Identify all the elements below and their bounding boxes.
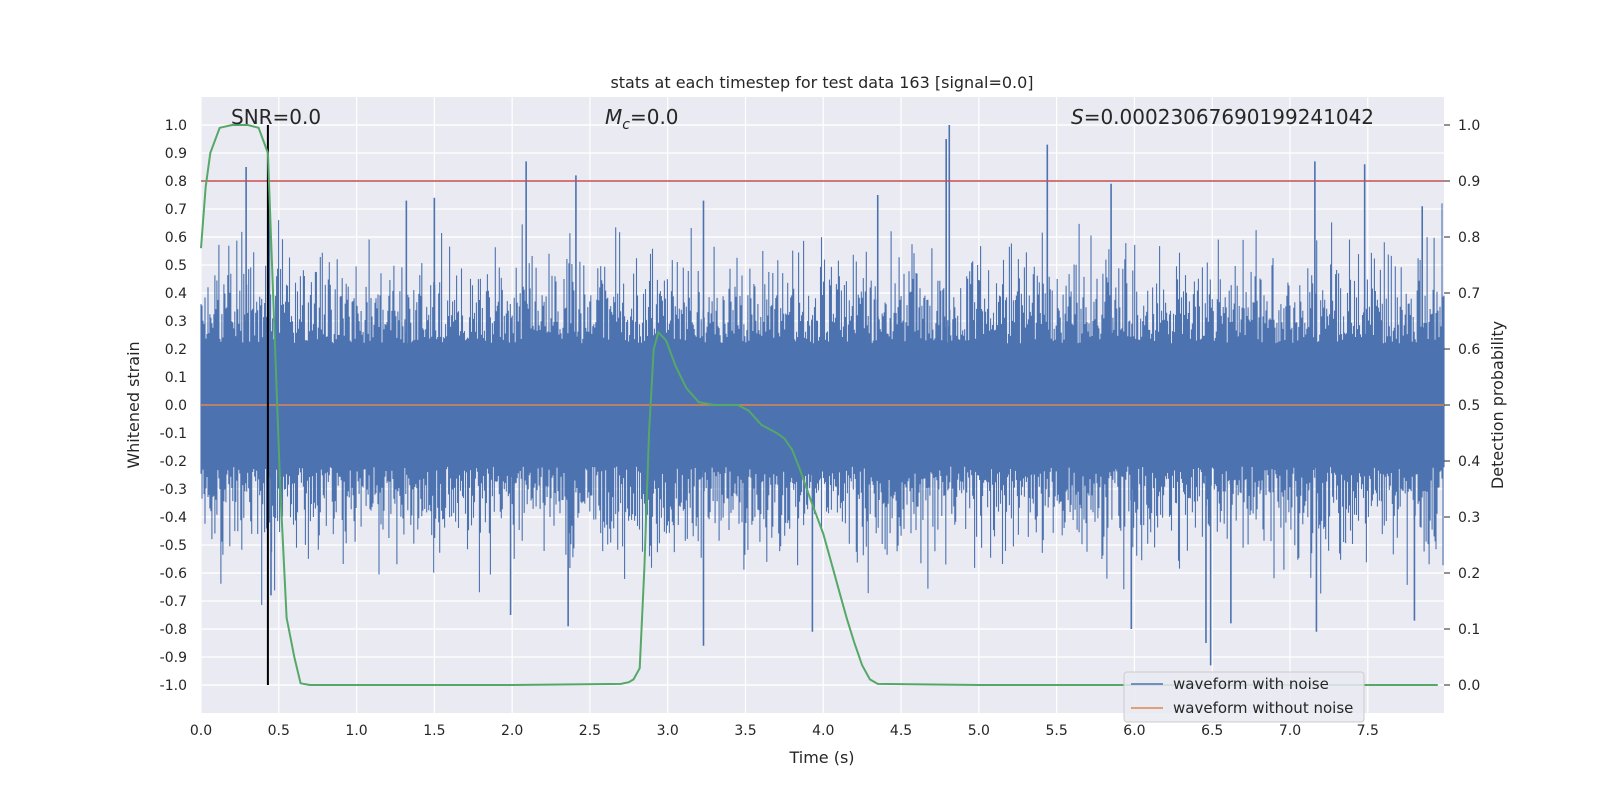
overlay-layer [200, 124, 1444, 686]
x-tick-label: 3.5 [734, 723, 756, 739]
y-tick-label: -0.4 [160, 510, 187, 526]
x-tick-label: 0.0 [190, 723, 212, 739]
x-tick-label: 2.5 [579, 723, 601, 739]
y-tick-label: 0.5 [165, 258, 187, 274]
y-tick-label: -0.5 [160, 538, 187, 554]
y-tick-label: 0.0 [165, 398, 187, 414]
s-symbol: S [1071, 105, 1084, 129]
x-tick-label: 5.5 [1045, 723, 1067, 739]
x-tick-label: 2.0 [501, 723, 523, 739]
y2-tick-label: 0.2 [1458, 566, 1480, 582]
x-tick-label: 3.0 [657, 723, 679, 739]
s-value: =0.00023067690199241042 [1084, 105, 1374, 129]
x-tick-label: 4.5 [890, 723, 912, 739]
y-tick-label: -1.0 [160, 678, 187, 694]
y-tick-label: -0.6 [160, 566, 187, 582]
y-tick-label: -0.2 [160, 454, 187, 470]
chart-title: stats at each timestep for test data 163… [610, 73, 1033, 92]
legend-box [1123, 671, 1365, 723]
y2-tick-label: 0.9 [1458, 174, 1480, 190]
y-tick-label: 0.2 [165, 342, 187, 358]
y2-tick-label: 0.7 [1458, 286, 1480, 302]
y2-tick-label: 0.0 [1458, 678, 1480, 694]
x-tick-label: 6.5 [1201, 723, 1223, 739]
y2-tick-label: 0.5 [1458, 398, 1480, 414]
mc-value: =0.0 [630, 105, 679, 129]
y-axis-label: Whitened strain [124, 341, 143, 468]
x-tick-label: 6.0 [1123, 723, 1145, 739]
s-annotation: S=0.00023067690199241042 [1071, 105, 1374, 129]
y-tick-label: -0.7 [160, 594, 187, 610]
y-tick-label: 0.6 [165, 230, 187, 246]
legend-label-noise: waveform with noise [1173, 675, 1329, 693]
y-tick-label: 0.9 [165, 146, 187, 162]
noise-series [200, 125, 1445, 666]
y-tick-label: -0.8 [160, 622, 187, 638]
y2-tick-label: 0.3 [1458, 510, 1480, 526]
y-tick-label: 0.7 [165, 202, 187, 218]
mc-symbol: M [605, 105, 622, 129]
x-tick-label: 7.5 [1357, 723, 1379, 739]
y-tick-label: 0.8 [165, 174, 187, 190]
x-tick-label: 1.5 [423, 723, 445, 739]
axes: 0.0 0.5 1.0 1.5 2.0 2.5 3.0 3.5 4.0 4.5 5.0 5.5 6.0 6… [160, 118, 1481, 739]
y-tick-label: -0.9 [160, 650, 187, 666]
y-tick-label: 0.1 [165, 370, 187, 386]
x-tick-label: 1.0 [345, 723, 367, 739]
y2-tick-label: 0.8 [1458, 230, 1480, 246]
y-tick-label: 0.4 [165, 286, 187, 302]
x-axis-label: Time (s) [788, 748, 854, 767]
y2-tick-label: 1.0 [1458, 118, 1480, 134]
y-tick-label: -0.3 [160, 482, 187, 498]
snr-annotation: SNR=0.0 [231, 105, 321, 129]
mc-annotation: Mc=0.0 [605, 105, 679, 133]
detection-probability-line [200, 124, 1438, 686]
legend-label-clean: waveform without noise [1173, 699, 1353, 717]
y2-tick-label: 0.6 [1458, 342, 1480, 358]
x-tick-label: 0.5 [268, 723, 290, 739]
x-tick-label: 4.0 [812, 723, 834, 739]
y2-axis-label: Detection probability [1488, 321, 1507, 489]
x-tick-label: 5.0 [968, 723, 990, 739]
y-tick-label: 1.0 [165, 118, 187, 134]
y-tick-label: -0.1 [160, 426, 187, 442]
mc-subscript: c [622, 117, 630, 133]
x-tick-label: 7.0 [1279, 723, 1301, 739]
y2-tick-label: 0.1 [1458, 622, 1480, 638]
legend: waveform with noise waveform without noi… [1123, 671, 1365, 723]
y-tick-label: 0.3 [165, 314, 187, 330]
y2-tick-label: 0.4 [1458, 454, 1480, 470]
